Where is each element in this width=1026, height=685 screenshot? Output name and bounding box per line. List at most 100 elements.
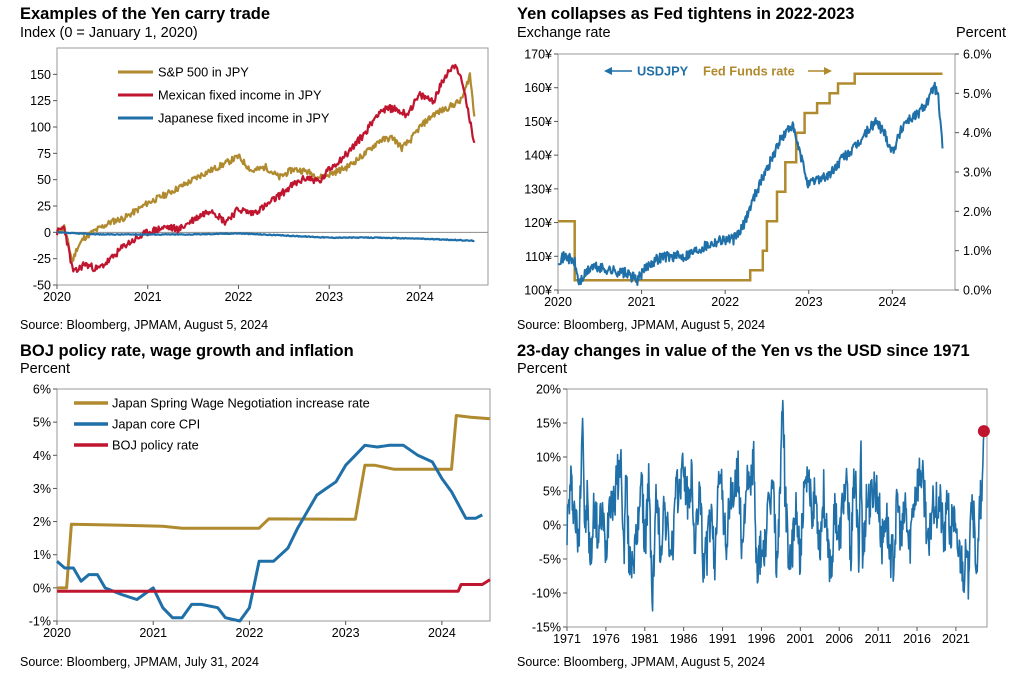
series-line-2 xyxy=(56,443,483,623)
y-tick-label: 0 xyxy=(44,226,51,240)
usdjpy-annotation: USDJPY xyxy=(637,64,689,79)
y-tick-label: 25 xyxy=(37,200,51,214)
panel1-source: Source: Bloomberg, JPMAM, August 5, 2024 xyxy=(20,318,269,332)
fed-funds-annotation: Fed Funds rate xyxy=(703,64,795,79)
plot-frame xyxy=(557,53,956,291)
legend-label: BOJ policy rate xyxy=(112,438,199,453)
panel1-subtitle: Index (0 = January 1, 2020) xyxy=(20,25,198,41)
panel2-source: Source: Bloomberg, JPMAM, August 5, 2024 xyxy=(517,318,766,332)
plot-frame xyxy=(56,388,491,622)
x-tick-label: 2021 xyxy=(628,295,656,309)
legend-label: Mexican fixed income in JPY xyxy=(158,88,322,103)
plot-frame xyxy=(56,47,489,286)
y-tick-label: 100¥ xyxy=(524,284,552,298)
y-tick-label: 125 xyxy=(30,94,51,108)
y-tick-label: -50 xyxy=(33,279,51,293)
y-tick-label: 100 xyxy=(30,121,51,135)
boj-wage-inflation-chart: 6% 5% 4% 3% 2% 1% 0% -1%2020 2021 2022 2023 2024 Jap… xyxy=(29,383,491,640)
x-tick-label: 2022 xyxy=(236,626,264,640)
legend-label: Japan Spring Wage Negotiation increase r… xyxy=(112,396,370,411)
y-tick-label: -10% xyxy=(532,587,561,601)
y-tick-label: -25 xyxy=(33,252,51,266)
y-tick-label: 0% xyxy=(33,581,51,595)
y2-tick-label: 0.0% xyxy=(963,284,992,298)
x-tick-label: 2021 xyxy=(134,290,162,304)
usdjpy-arrow-head xyxy=(604,67,612,75)
x-tick-label: 2023 xyxy=(332,626,360,640)
x-tick-label: 1986 xyxy=(670,632,698,646)
y2-tick-label: 4.0% xyxy=(963,126,992,140)
y-tick-label: 4% xyxy=(33,449,51,463)
panel4-source: Source: Bloomberg, JPMAM, August 5, 2024 xyxy=(517,655,766,669)
x-tick-label: 2020 xyxy=(43,290,71,304)
y-tick-label: 15% xyxy=(536,417,561,431)
y2-tick-label: 3.0% xyxy=(963,166,992,180)
series-line-2 xyxy=(55,63,476,273)
x-tick-label: 2011 xyxy=(865,632,892,646)
panel1-title: Examples of the Yen carry trade xyxy=(20,5,271,23)
x-tick-label: 2024 xyxy=(878,295,906,309)
yen-23day-change-chart: 20% 15% 10% 5% 0% -5% -10% -15%1971 1976 1981 1986… xyxy=(532,383,990,646)
y-tick-label: 160¥ xyxy=(524,81,552,95)
y-tick-label: -15% xyxy=(532,621,561,635)
fed-arrow-head xyxy=(824,67,832,75)
x-tick-label: 2024 xyxy=(406,290,434,304)
x-tick-label: 2001 xyxy=(786,632,814,646)
y-tick-label: 140¥ xyxy=(524,149,552,163)
legend-label: Japan core CPI xyxy=(112,417,200,432)
y-tick-label: -5% xyxy=(539,553,561,567)
x-tick-label: 2021 xyxy=(139,626,167,640)
y2-tick-label: 6.0% xyxy=(963,48,992,62)
y-tick-label: 10% xyxy=(536,451,561,465)
panel3-source: Source: Bloomberg, JPMAM, July 31, 2024 xyxy=(20,655,260,669)
x-tick-label: 2021 xyxy=(942,632,970,646)
panel3-subtitle: Percent xyxy=(20,361,70,377)
series-line-1 xyxy=(57,414,491,590)
y-tick-label: 75 xyxy=(37,147,51,161)
yen-fed-chart: 170¥ 160¥ 150¥ 140¥ 130¥ 120¥ 110¥ 100¥ 6.0% 5.0%… xyxy=(524,48,992,310)
panel2-title: Yen collapses as Fed tightens in 2022-20… xyxy=(517,5,855,23)
y-tick-label: 120¥ xyxy=(524,216,552,230)
x-tick-label: 2023 xyxy=(795,295,823,309)
y-tick-label: 20% xyxy=(536,383,561,397)
y-tick-label: 0% xyxy=(543,519,561,533)
y-tick-label: 130¥ xyxy=(524,182,552,196)
y-tick-label: 1% xyxy=(33,548,51,562)
y-tick-label: 2% xyxy=(33,515,51,529)
y-tick-label: 6% xyxy=(33,383,51,397)
series-line-1 xyxy=(55,72,476,263)
x-tick-label: 2020 xyxy=(544,295,572,309)
yen-change-line xyxy=(566,399,985,612)
y-tick-label: 5% xyxy=(33,416,51,430)
x-tick-label: 2023 xyxy=(315,290,343,304)
panel2-ylabel: Exchange rate xyxy=(517,25,611,41)
y-tick-label: 50 xyxy=(37,173,51,187)
latest-value-marker xyxy=(977,425,990,438)
y-tick-label: 150 xyxy=(30,68,51,82)
y2-tick-label: 2.0% xyxy=(963,205,992,219)
x-tick-label: 2006 xyxy=(825,632,853,646)
y-tick-label: 110¥ xyxy=(525,250,552,264)
panel2-y2label: Percent xyxy=(956,25,1006,41)
y2-tick-label: 1.0% xyxy=(963,244,992,258)
x-tick-label: 1991 xyxy=(709,632,737,646)
legend-label: Japanese fixed income in JPY xyxy=(158,111,330,126)
y-tick-label: 150¥ xyxy=(524,115,552,129)
x-tick-label: 2024 xyxy=(428,626,456,640)
series-line-3 xyxy=(57,578,491,593)
y-tick-label: 170¥ xyxy=(524,48,552,62)
x-tick-label: 1971 xyxy=(553,632,581,646)
x-tick-label: 2022 xyxy=(711,295,739,309)
y2-tick-label: 5.0% xyxy=(963,87,992,101)
x-tick-label: 2022 xyxy=(225,290,253,304)
legend-label: S&P 500 in JPY xyxy=(158,65,249,80)
series-line-3 xyxy=(56,230,475,243)
fed-funds-line xyxy=(558,72,943,282)
x-tick-label: 2020 xyxy=(43,626,71,640)
x-tick-label: 1981 xyxy=(631,632,659,646)
x-tick-label: 1996 xyxy=(748,632,776,646)
x-tick-label: 1976 xyxy=(592,632,620,646)
y-tick-label: 3% xyxy=(33,482,51,496)
y-tick-label: -1% xyxy=(29,615,51,629)
